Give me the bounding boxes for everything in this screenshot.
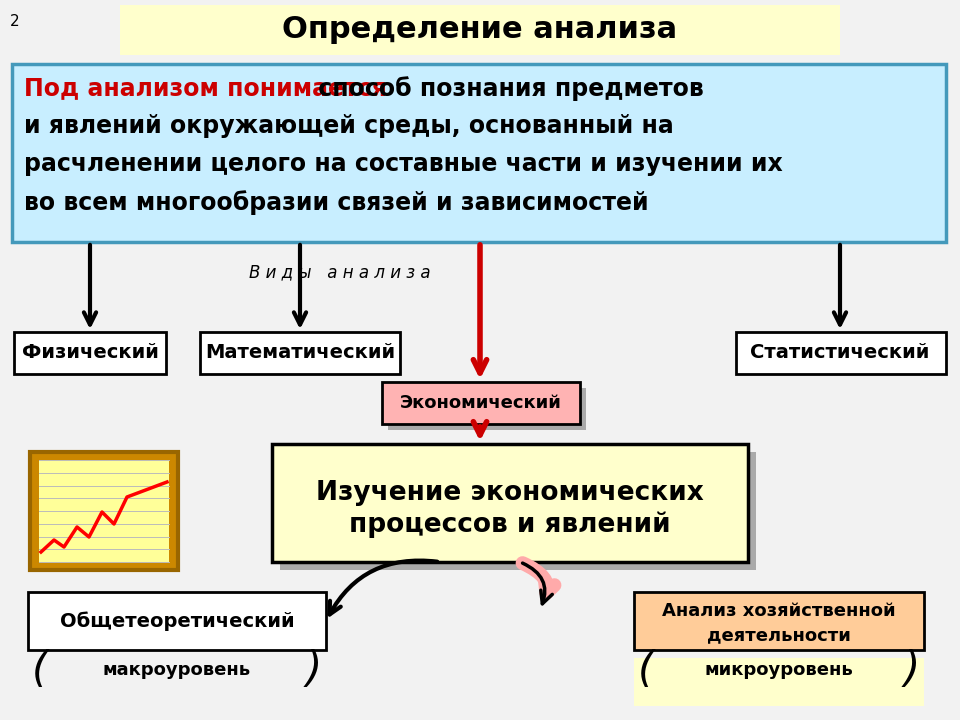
FancyBboxPatch shape [39, 460, 169, 562]
FancyBboxPatch shape [14, 332, 166, 374]
Text: Анализ хозяйственной: Анализ хозяйственной [662, 602, 896, 620]
FancyBboxPatch shape [30, 452, 178, 570]
FancyBboxPatch shape [736, 332, 946, 374]
Text: ): ) [904, 649, 920, 691]
FancyBboxPatch shape [382, 382, 580, 424]
FancyBboxPatch shape [272, 444, 748, 562]
FancyBboxPatch shape [28, 658, 326, 706]
FancyBboxPatch shape [634, 658, 924, 706]
Text: макроуровень: макроуровень [103, 661, 252, 679]
Text: Экономический: Экономический [400, 394, 562, 412]
Text: Определение анализа: Определение анализа [282, 16, 678, 45]
Text: (: ( [637, 649, 654, 691]
FancyBboxPatch shape [120, 5, 840, 55]
Text: Под анализом понимается: Под анализом понимается [24, 76, 387, 100]
FancyBboxPatch shape [200, 332, 400, 374]
Text: Математический: Математический [204, 343, 396, 362]
Text: микроуровень: микроуровень [705, 661, 853, 679]
Text: и явлений окружающей среды, основанный на: и явлений окружающей среды, основанный н… [24, 114, 674, 138]
FancyArrowPatch shape [522, 563, 552, 604]
Text: Изучение экономических: Изучение экономических [316, 480, 704, 506]
Text: В и д ы   а н а л и з а: В и д ы а н а л и з а [250, 263, 431, 281]
Text: 2: 2 [10, 14, 19, 29]
Text: Статистический: Статистический [751, 343, 929, 362]
FancyArrowPatch shape [522, 563, 555, 593]
Text: расчленении целого на составные части и изучении их: расчленении целого на составные части и … [24, 152, 782, 176]
Text: во всем многообразии связей и зависимостей: во всем многообразии связей и зависимост… [24, 190, 649, 215]
FancyBboxPatch shape [388, 388, 586, 430]
FancyBboxPatch shape [28, 592, 326, 650]
FancyBboxPatch shape [280, 452, 756, 570]
FancyArrowPatch shape [329, 561, 437, 614]
FancyBboxPatch shape [12, 64, 946, 242]
Text: деятельности: деятельности [708, 626, 851, 644]
Text: Общетеоретический: Общетеоретический [60, 611, 295, 631]
Text: ): ) [306, 649, 323, 691]
Text: Физический: Физический [21, 343, 158, 362]
Text: способ познания предметов: способ познания предметов [310, 76, 704, 101]
Text: (: ( [32, 649, 48, 691]
FancyBboxPatch shape [634, 592, 924, 650]
Text: процессов и явлений: процессов и явлений [349, 512, 671, 539]
